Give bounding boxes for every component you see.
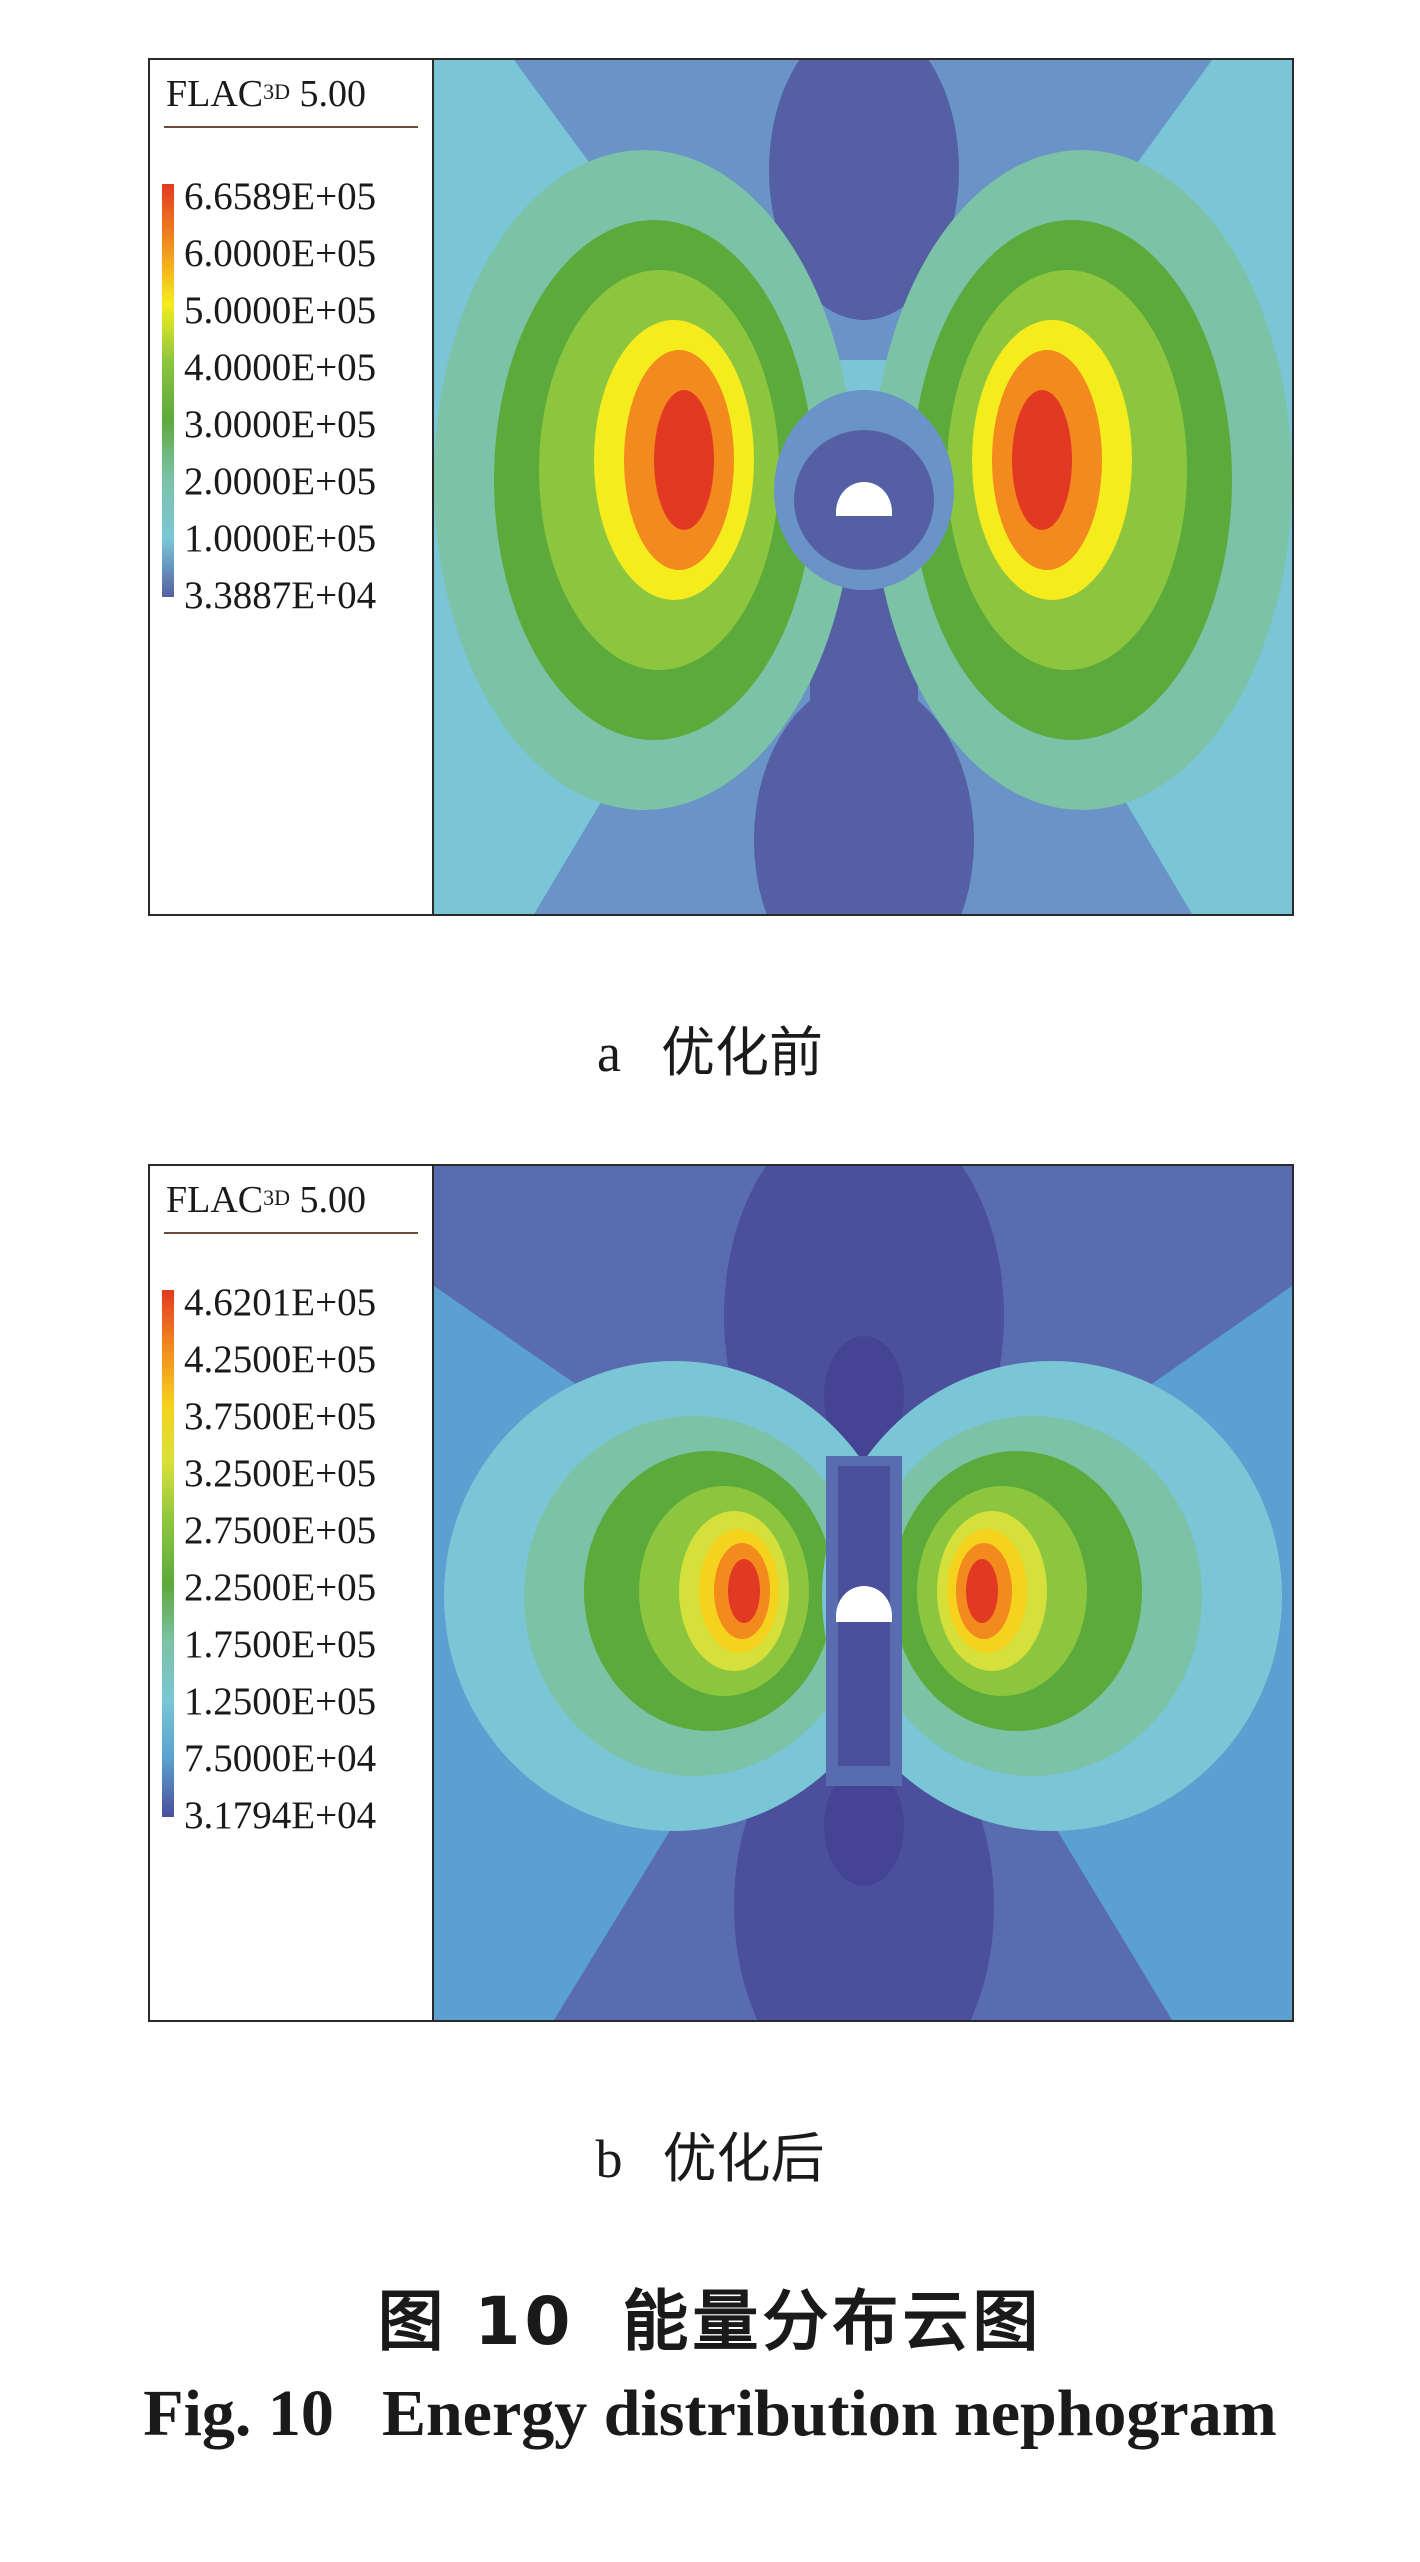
legend-labels-b: 4.6201E+05 4.2500E+05 3.7500E+05 3.2500E+05… [184, 1274, 376, 1844]
legend-value: 3.1794E+04 [184, 1794, 377, 1837]
legend-value: 4.0000E+05 [184, 346, 377, 389]
legend-value: 3.3887E+04 [184, 574, 377, 617]
subcaption-b: b 优化后 [0, 2114, 1420, 2193]
figure-caption-en: Fig. 10 Energy distribution nephogram [0, 2376, 1420, 2452]
software-sup: 3D [263, 1185, 291, 1210]
subcaption-text-b: 优化后 [662, 2129, 825, 2189]
figure-title-en: Energy distribution nephogram [381, 2377, 1277, 2450]
contour-plot-b [434, 1166, 1292, 2020]
figure-number-cn: 图 10 [377, 2283, 575, 2360]
legend-color-bar-b [162, 1290, 174, 1817]
contour-plot-a [434, 60, 1292, 914]
legend-value: 3.7500E+05 [184, 1395, 377, 1438]
figure-title-cn: 能量分布云图 [622, 2283, 1043, 2360]
legend-labels-a: 6.6589E+05 6.0000E+05 5.0000E+05 4.0000E+05… [184, 168, 376, 624]
software-version: 5.00 [299, 73, 367, 115]
legend-rule [164, 126, 418, 128]
software-sup: 3D [263, 79, 291, 104]
legend-b: FLAC3D 5.00 4.6201E+05 4.2500E+05 3.7500E+… [150, 1166, 434, 2020]
legend-value: 6.6589E+05 [184, 175, 377, 218]
legend-value: 2.7500E+05 [184, 1509, 377, 1552]
legend-value: 1.7500E+05 [184, 1623, 377, 1666]
legend-title-a: FLAC3D 5.00 [166, 72, 366, 116]
figure-number-en: Fig. 10 [143, 2377, 334, 2450]
subcaption-a: a 优化前 [0, 1008, 1420, 1087]
subcaption-label-a: a [597, 1023, 621, 1083]
legend-value: 3.0000E+05 [184, 403, 377, 446]
legend-rule [164, 1232, 418, 1234]
legend-value: 4.2500E+05 [184, 1338, 377, 1381]
contour-panel-b: FLAC3D 5.00 4.6201E+05 4.2500E+05 3.7500E+… [148, 1164, 1294, 2022]
legend-value: 3.2500E+05 [184, 1452, 377, 1495]
legend-value: 4.6201E+05 [184, 1281, 377, 1324]
subcaption-label-b: b [595, 2129, 623, 2189]
legend-title-b: FLAC3D 5.00 [166, 1178, 366, 1222]
figure-caption-cn: 图 10 能量分布云图 [0, 2268, 1420, 2364]
legend-color-bar-a [162, 184, 174, 597]
subcaption-text-a: 优化前 [660, 1023, 823, 1083]
legend-value: 1.2500E+05 [184, 1680, 377, 1723]
legend-value: 6.0000E+05 [184, 232, 377, 275]
legend-value: 1.0000E+05 [184, 517, 377, 560]
legend-a: FLAC3D 5.00 6.6589E+05 6.0000E+05 5.0000E+… [150, 60, 434, 914]
software-name: FLAC [166, 1179, 264, 1221]
software-version: 5.00 [299, 1179, 367, 1221]
software-name: FLAC [166, 73, 264, 115]
legend-value: 2.0000E+05 [184, 460, 377, 503]
contour-panel-a: FLAC3D 5.00 6.6589E+05 6.0000E+05 5.0000E+… [148, 58, 1294, 916]
legend-value: 5.0000E+05 [184, 289, 377, 332]
legend-value: 7.5000E+04 [184, 1737, 377, 1780]
legend-value: 2.2500E+05 [184, 1566, 377, 1609]
